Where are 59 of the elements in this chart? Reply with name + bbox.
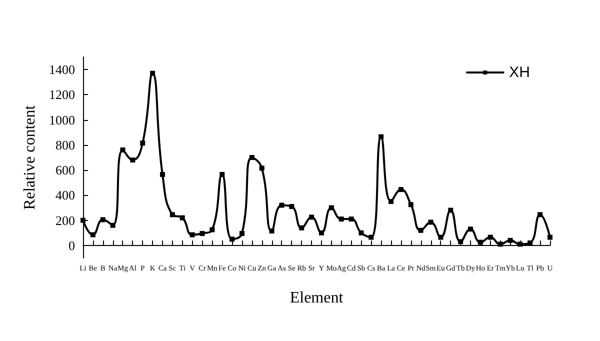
point [150,70,156,76]
x-axis-title: Element [290,290,344,306]
point [318,230,324,236]
point [548,234,552,240]
point [388,198,394,204]
y-tick-label: 1200 [49,87,75,102]
y-axis-title: Relative content [22,104,39,210]
point [309,214,314,220]
point [348,216,354,222]
point [170,212,175,218]
point [478,240,483,245]
point [190,232,195,238]
y-tick-label: 600 [56,162,75,178]
point [239,231,244,236]
legend-label: XH [509,64,530,81]
point [418,228,424,233]
point [488,234,493,240]
point [279,202,284,208]
point [259,166,264,171]
y-tick-label: 1400 [49,62,75,78]
point [80,218,86,223]
point [358,230,364,236]
point [200,231,205,236]
point [398,187,404,192]
point [508,238,513,243]
point [130,158,136,163]
point [299,225,304,230]
point [160,172,165,177]
point [269,228,274,234]
y-tick-label: 400 [56,188,75,203]
point [438,234,444,240]
point [528,240,533,246]
point [90,232,96,238]
point [498,242,503,247]
point [210,227,215,232]
y-tick-label: 200 [56,212,75,228]
point [428,220,434,225]
y-tick-label: 1000 [49,112,75,128]
point [289,204,294,209]
point [448,208,454,213]
point [180,215,185,220]
point [368,234,374,240]
point [338,216,344,222]
point [408,202,414,208]
point [110,222,116,228]
y-tick-label: 800 [56,137,75,152]
point [378,134,384,140]
point [468,226,474,232]
point [140,140,146,146]
point [328,205,334,210]
point [249,155,254,160]
y-tick-label: 0 [68,238,75,253]
point [120,147,126,152]
point [220,172,225,177]
point [100,217,106,222]
point [518,242,523,247]
point [458,239,464,244]
point [538,212,543,218]
point [230,236,235,242]
